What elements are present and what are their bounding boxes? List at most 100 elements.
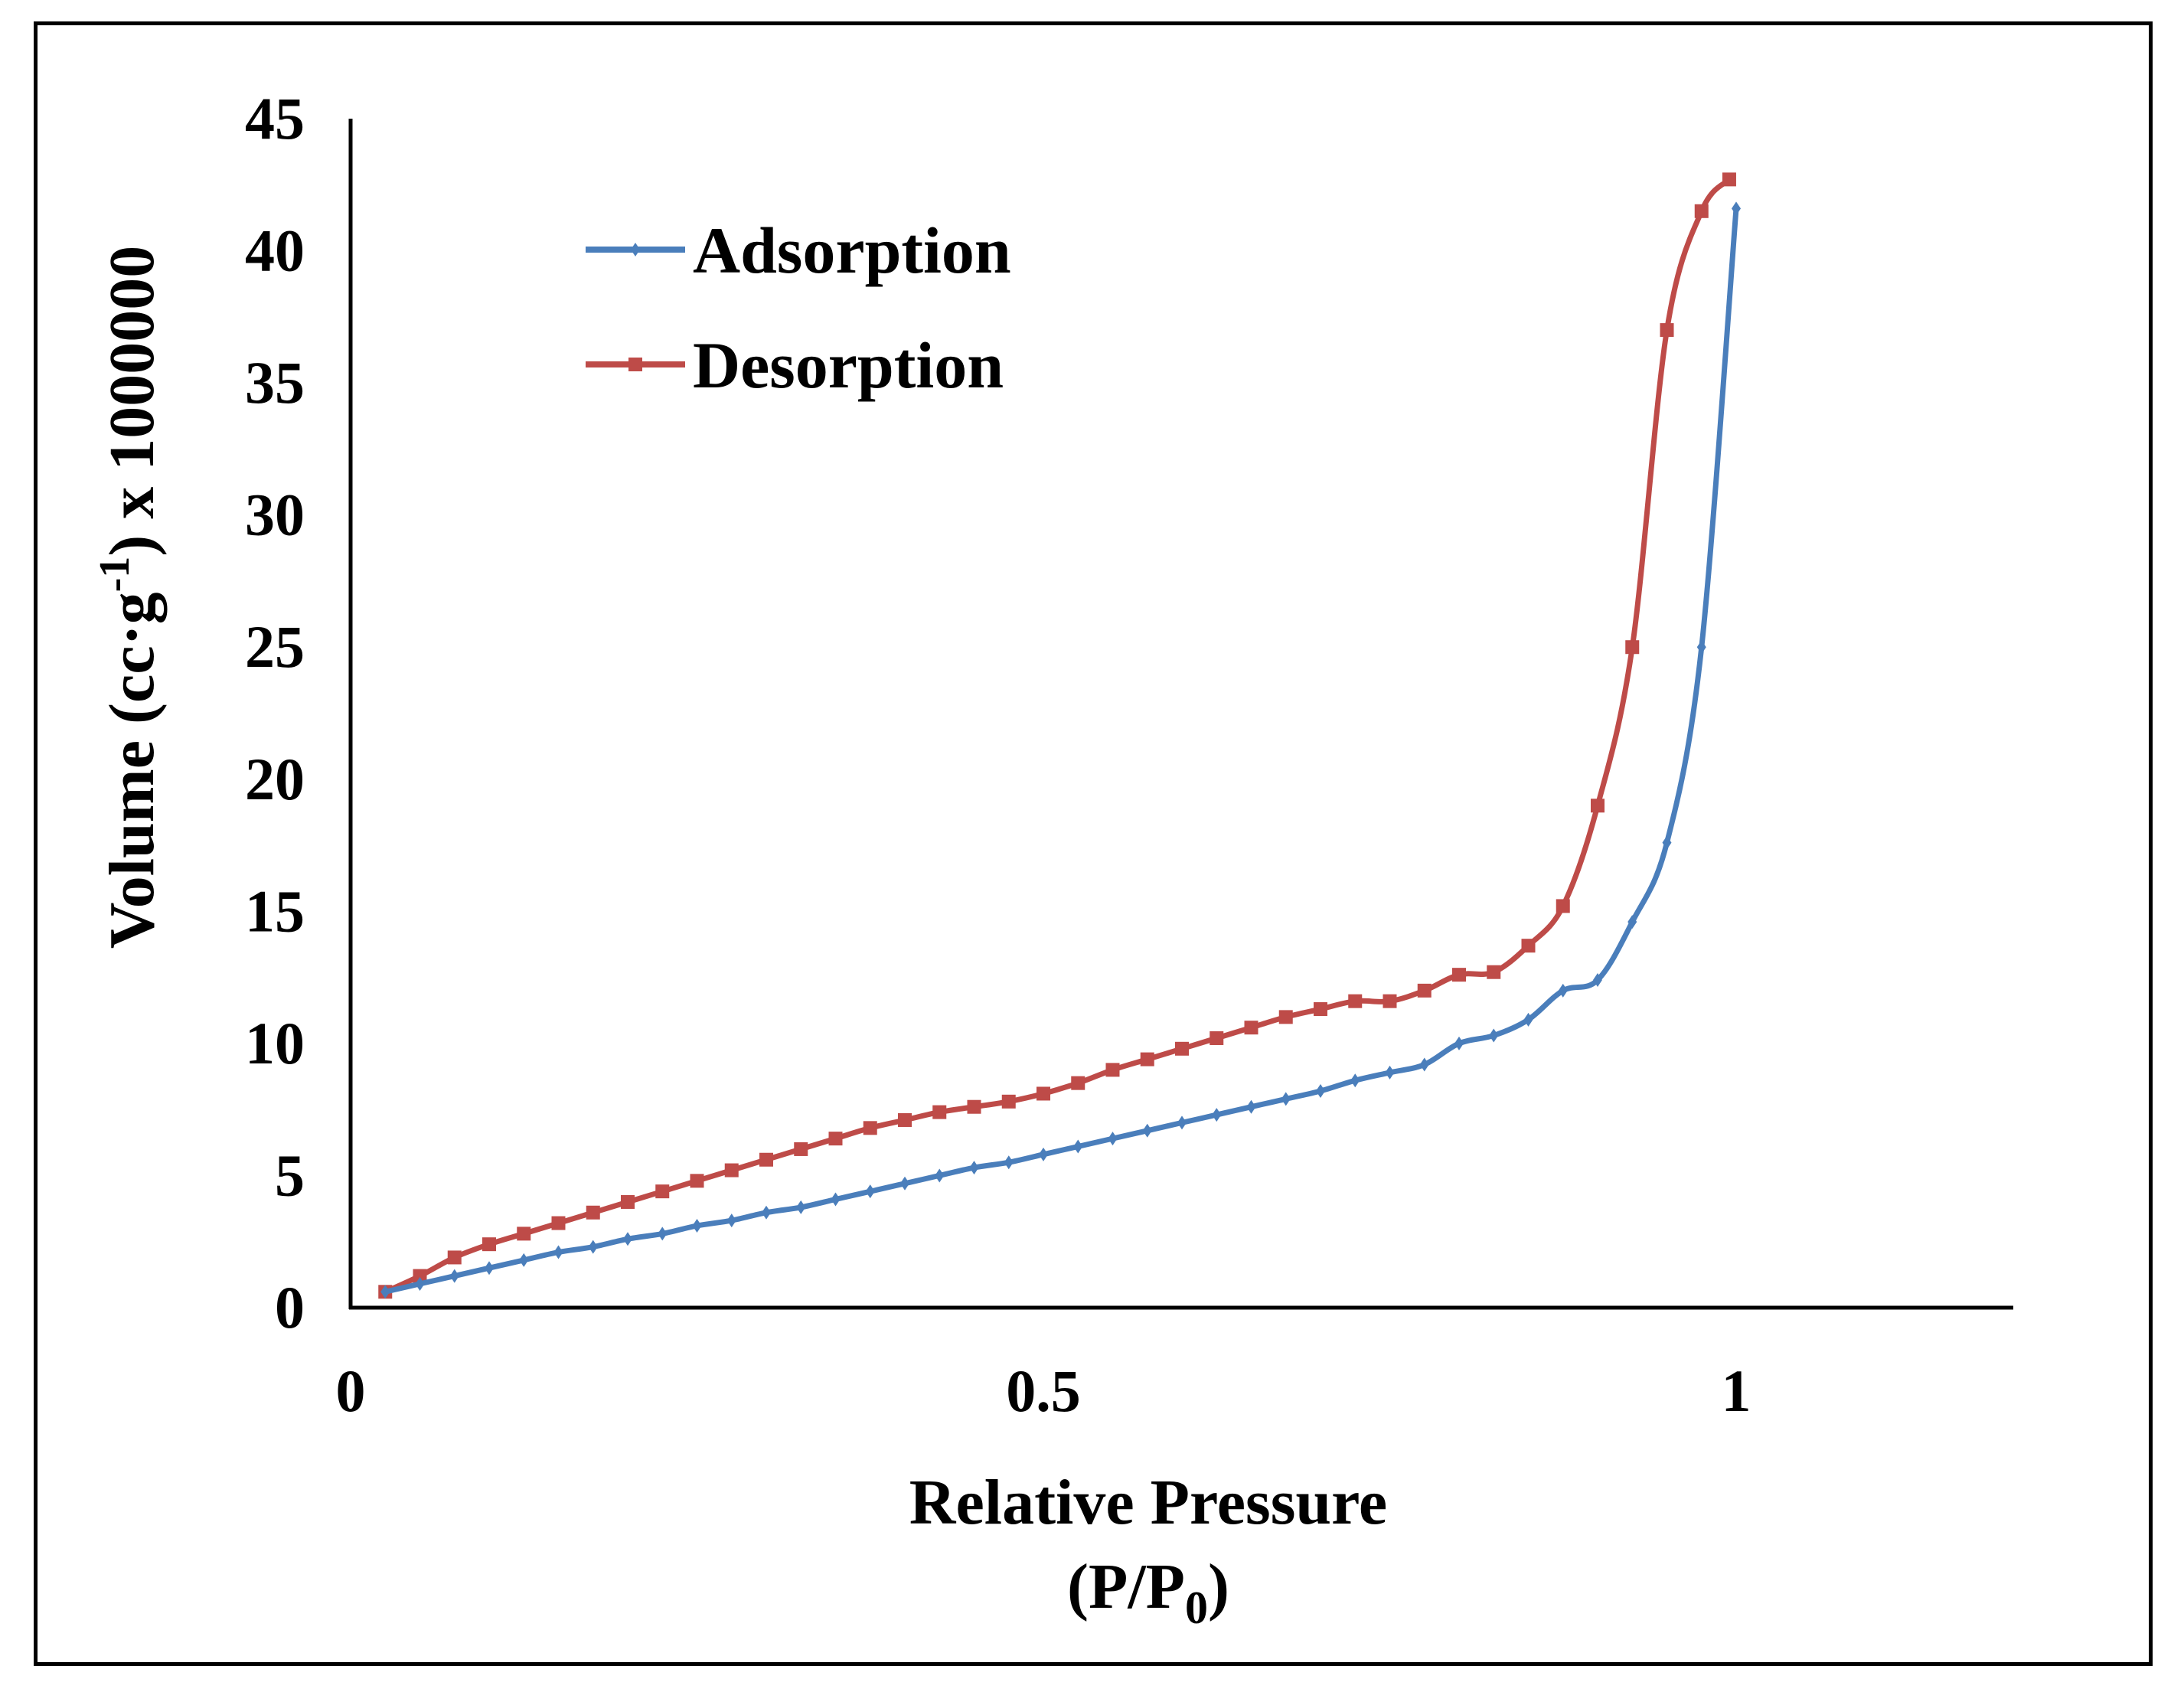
adsorption-point: [658, 1227, 668, 1241]
adsorption-point: [1454, 1036, 1464, 1050]
desorption-point: [690, 1174, 704, 1188]
desorption-point: [621, 1194, 635, 1209]
desorption-point: [1348, 994, 1363, 1008]
adsorption-point: [1108, 1132, 1118, 1146]
desorption-point: [967, 1099, 981, 1114]
y-tick-label: 45: [245, 85, 305, 152]
adsorption-point: [726, 1213, 736, 1228]
legend-adsorption-label: Adsorption: [693, 214, 1011, 287]
desorption-point: [551, 1216, 566, 1230]
desorption-point: [1105, 1063, 1120, 1077]
desorption-point: [1140, 1052, 1154, 1066]
desorption-point: [759, 1152, 773, 1167]
desorption-point: [932, 1105, 947, 1119]
adsorption-point: [1073, 1139, 1083, 1154]
legend-desorption-label: Desorption: [693, 328, 1004, 402]
desorption-point: [1591, 799, 1605, 813]
legend-adsorption-marker: [631, 243, 640, 256]
desorption-point: [655, 1184, 670, 1199]
y-tick-label: 20: [245, 746, 305, 812]
desorption-point: [1722, 172, 1736, 187]
adsorption-point: [588, 1240, 598, 1254]
desorption-point: [863, 1121, 877, 1135]
desorption-point: [1660, 323, 1674, 338]
figure-frame: [34, 21, 2153, 1666]
desorption-point: [1175, 1041, 1189, 1056]
desorption-point: [1001, 1094, 1016, 1109]
adsorption-line: [382, 205, 1739, 1295]
adsorption-point: [553, 1245, 563, 1259]
desorption-point: [828, 1132, 843, 1146]
adsorption-point: [1350, 1073, 1360, 1088]
adsorption-point: [1523, 1012, 1533, 1027]
desorption-point: [1210, 1031, 1224, 1045]
adsorption-point: [900, 1176, 909, 1191]
desorption-series: [378, 172, 1736, 1299]
desorption-point: [1625, 640, 1640, 655]
x-tick-label: 0.5: [1006, 1357, 1081, 1424]
y-tick-label: 10: [245, 1010, 305, 1076]
adsorption-point: [623, 1232, 632, 1246]
desorption-point: [724, 1163, 739, 1178]
y-tick-label: 30: [245, 482, 305, 548]
adsorption-point: [969, 1161, 979, 1175]
desorption-point: [447, 1250, 462, 1265]
series-layer: [378, 172, 1741, 1299]
x-tick-label: 1: [1722, 1357, 1751, 1424]
adsorption-point: [519, 1253, 529, 1267]
desorption-point: [898, 1112, 912, 1127]
y-tick-labels: 0 5 10 15 20 25 30 35 40 45: [245, 85, 305, 1341]
adsorption-point: [796, 1200, 806, 1214]
adsorption-point: [1489, 1028, 1499, 1043]
desorption-point: [413, 1269, 427, 1283]
adsorption-point: [1004, 1155, 1014, 1170]
adsorption-point: [1593, 973, 1602, 988]
adsorption-point: [1212, 1108, 1222, 1122]
desorption-point: [1278, 1010, 1293, 1024]
y-tick-label: 40: [245, 217, 305, 284]
desorption-point: [1521, 939, 1536, 953]
desorption-point: [1037, 1086, 1050, 1101]
adsorption-point: [485, 1261, 494, 1276]
desorption-point: [1694, 204, 1709, 218]
adsorption-point: [1177, 1115, 1187, 1130]
desorption-point: [1452, 968, 1466, 982]
adsorption-point: [1627, 915, 1637, 929]
adsorption-point: [415, 1276, 425, 1291]
adsorption-point: [380, 1285, 390, 1299]
adsorption-point: [1696, 640, 1706, 655]
y-tick-label: 0: [275, 1274, 305, 1341]
desorption-point: [517, 1227, 531, 1241]
desorption-point: [1383, 994, 1397, 1008]
adsorption-point: [1419, 1057, 1429, 1072]
desorption-point: [1244, 1021, 1258, 1035]
adsorption-point: [935, 1168, 945, 1183]
adsorption-point: [1385, 1065, 1395, 1080]
adsorption-point: [1662, 835, 1672, 850]
adsorption-point: [762, 1205, 771, 1220]
y-tick-label: 35: [245, 349, 305, 416]
desorption-point: [1071, 1076, 1085, 1090]
adsorption-point: [1732, 201, 1741, 216]
adsorption-point: [692, 1219, 702, 1233]
y-tick-label: 5: [275, 1142, 305, 1208]
x-axis-subtitle: (P/P0): [1067, 1551, 1229, 1633]
desorption-point: [1417, 983, 1432, 998]
legend: Adsorption Desorption: [586, 214, 1011, 402]
adsorption-series: [380, 201, 1741, 1299]
y-axis-title: Volume (cc·g-1) x 1000000: [91, 246, 168, 949]
legend-desorption-marker: [628, 358, 642, 371]
adsorption-point: [1246, 1099, 1256, 1114]
desorption-point: [1314, 1002, 1327, 1017]
desorption-line: [382, 176, 1732, 1295]
desorption-point: [1556, 899, 1570, 913]
y-tick-label: 25: [245, 613, 305, 680]
adsorption-point: [449, 1269, 459, 1283]
desorption-point: [586, 1205, 600, 1220]
x-axis-title: Relative Pressure: [909, 1467, 1387, 1538]
adsorption-point: [1039, 1147, 1048, 1161]
adsorption-point: [1558, 983, 1568, 998]
x-tick-label: 0: [336, 1357, 366, 1424]
desorption-point: [794, 1142, 808, 1156]
